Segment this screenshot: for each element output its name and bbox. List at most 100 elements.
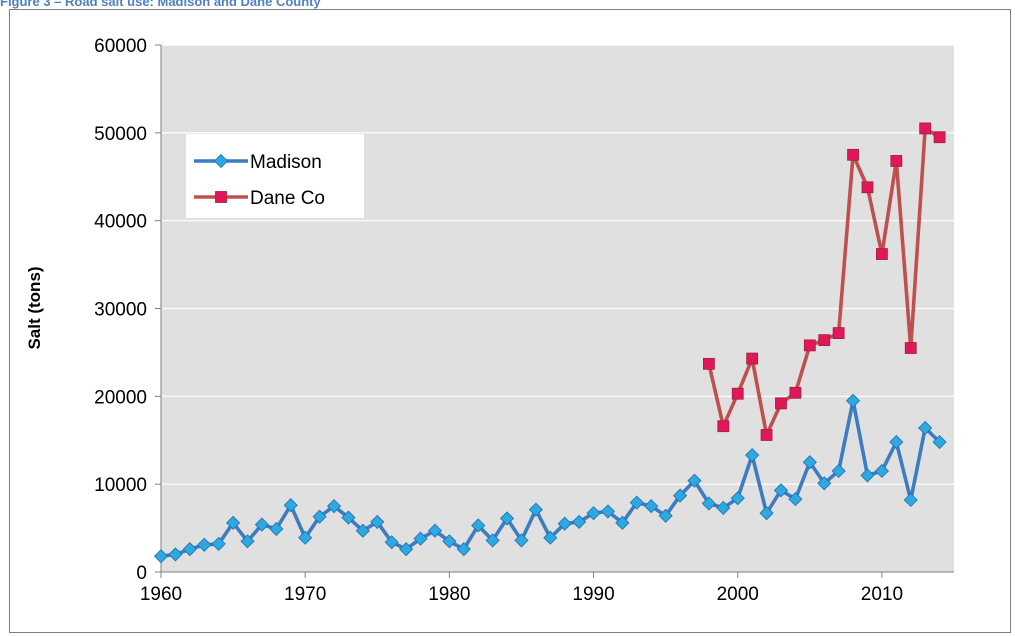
- data-point: [702, 357, 715, 370]
- gridlines: [161, 44, 954, 485]
- data-point: [803, 339, 816, 352]
- data-point: [672, 488, 688, 503]
- x-tick-label: 1990: [572, 584, 614, 605]
- data-point: [918, 420, 933, 436]
- x-tick-label: 1970: [284, 584, 326, 605]
- data-point: [240, 534, 255, 549]
- data-point: [890, 155, 903, 167]
- x-tick-label: 2000: [717, 584, 759, 605]
- y-axis-label: Salt (tons): [25, 266, 44, 349]
- data-point: [860, 468, 875, 483]
- salt-line-chart: 0 10000 20000 30000 40000 50000 60000 1960 1970 1…: [25, 36, 954, 605]
- data-point: [471, 518, 486, 533]
- data-point: [269, 521, 284, 537]
- data-point: [615, 515, 630, 530]
- data-point: [514, 533, 529, 548]
- x-tick-label: 1960: [140, 584, 182, 605]
- data-point: [399, 542, 414, 557]
- data-point: [153, 549, 169, 564]
- legend-item-dane-co: Dane Co: [194, 188, 325, 209]
- data-point: [933, 131, 946, 144]
- data-point: [644, 499, 659, 514]
- tick-labels: 0 10000 20000 30000 40000 50000 60000 1960 1970 1…: [94, 36, 903, 605]
- data-point: [355, 523, 370, 538]
- y-tick-label: 50000: [94, 124, 147, 145]
- data-point: [586, 506, 601, 521]
- data-point: [442, 534, 457, 549]
- data-point: [730, 491, 745, 506]
- data-point: [817, 476, 832, 491]
- data-point: [456, 542, 471, 557]
- data-point: [557, 516, 572, 531]
- data-point: [572, 514, 587, 530]
- data-point: [818, 334, 831, 347]
- data-point: [168, 547, 183, 562]
- data-point: [904, 342, 917, 354]
- data-point: [629, 495, 644, 510]
- data-point: [658, 508, 673, 523]
- data-point: [197, 537, 212, 552]
- legend-label: Madison: [250, 152, 322, 173]
- chart-frame: 0 10000 20000 30000 40000 50000 60000 1960 1970 1…: [9, 9, 1011, 633]
- data-point: [687, 473, 702, 488]
- data-point: [326, 499, 342, 514]
- data-point: [760, 429, 773, 441]
- y-tick-label: 20000: [94, 387, 147, 408]
- data-point: [846, 393, 861, 408]
- y-tick-label: 10000: [94, 475, 147, 496]
- y-tick-label: 0: [136, 563, 147, 584]
- data-point: [370, 514, 385, 530]
- data-point: [731, 387, 744, 400]
- data-point: [717, 420, 730, 433]
- data-point: [312, 509, 327, 524]
- legend: Madison Dane Co: [186, 134, 364, 218]
- data-point: [413, 531, 428, 546]
- x-tick-label: 2010: [861, 584, 903, 605]
- data-point: [919, 122, 932, 135]
- data-point: [847, 148, 859, 161]
- data-point: [861, 181, 874, 194]
- data-point: [789, 386, 802, 399]
- data-point: [874, 463, 889, 479]
- data-point: [831, 463, 846, 479]
- data-point: [759, 506, 774, 521]
- data-point: [211, 536, 226, 551]
- data-point: [903, 492, 918, 508]
- legend-box: [186, 134, 364, 218]
- data-point: [716, 500, 731, 515]
- data-point: [384, 535, 399, 550]
- data-point: [283, 498, 298, 513]
- x-tick-label: 1980: [428, 584, 470, 605]
- legend-label: Dane Co: [250, 188, 325, 209]
- data-point: [215, 191, 227, 203]
- data-point: [427, 523, 443, 538]
- data-point: [773, 483, 789, 498]
- data-point: [832, 327, 845, 339]
- data-point: [341, 510, 356, 525]
- data-point: [226, 515, 241, 530]
- data-point: [213, 153, 229, 169]
- data-point: [788, 492, 803, 507]
- data-point: [745, 448, 760, 463]
- figure-caption: Figure 3 – Road salt use: Madison and Da…: [0, 0, 321, 9]
- series-dane-co: [702, 122, 946, 441]
- data-point: [876, 248, 888, 260]
- data-point: [802, 455, 817, 470]
- axes: [155, 44, 954, 578]
- y-tick-label: 30000: [94, 300, 147, 321]
- y-tick-label: 60000: [94, 36, 147, 57]
- series-madison: [153, 393, 947, 564]
- data-point: [543, 530, 558, 545]
- data-point: [600, 504, 616, 519]
- data-point: [932, 434, 947, 450]
- series-layer: [153, 122, 947, 564]
- data-point: [254, 517, 269, 532]
- data-point: [775, 397, 787, 410]
- data-point: [528, 502, 543, 517]
- legend-item-madison: Madison: [194, 152, 322, 173]
- y-tick-label: 40000: [94, 212, 147, 233]
- data-point: [298, 530, 313, 545]
- data-point: [499, 511, 515, 526]
- data-point: [182, 542, 197, 557]
- data-point: [701, 496, 716, 511]
